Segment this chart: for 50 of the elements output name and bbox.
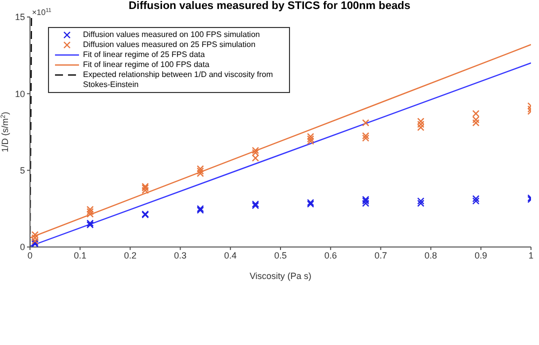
point [362, 132, 370, 140]
x-tick-label: 0.5 [274, 250, 287, 260]
y-tick-label: 15 [14, 12, 25, 22]
point [472, 116, 480, 124]
x-tick-label: 1 [528, 250, 534, 260]
point [417, 197, 424, 205]
y-tick-label: 10 [14, 88, 25, 99]
legend-label: Diffusion values measured on 25 FPS simulation [83, 40, 256, 50]
point [31, 234, 39, 242]
point [31, 231, 39, 238]
x-tick-label: 0.7 [374, 250, 387, 260]
point [362, 134, 370, 142]
point [472, 195, 480, 202]
x-tick-label: 0.9 [474, 250, 488, 260]
y-tick-label: 5 [20, 166, 25, 176]
point [142, 186, 149, 194]
point [472, 119, 480, 126]
legend-label: Expected relationship between 1/D and viscosity from Stokes-Einstein [83, 70, 274, 90]
point [252, 202, 260, 210]
point [472, 110, 480, 118]
point [252, 146, 260, 154]
x-tick-label: 0.8 [424, 250, 438, 260]
point [417, 200, 424, 207]
legend-label: Fit of linear regime of 100 FPS data [83, 60, 210, 70]
x-tick-label: 0 [27, 250, 33, 260]
point [86, 208, 94, 216]
legend-label: Diffusion values measured on 100 FPS simulation [83, 30, 260, 40]
point [306, 135, 314, 142]
point [196, 165, 204, 172]
x-tick-label: 0.6 [324, 250, 337, 260]
chart-title: Diffusion values measured by STICS for 100nm beads [128, 0, 410, 12]
x-axis-title: Viscosity (Pa s) [250, 271, 312, 281]
legend-label: Fit of linear regime of 25 FPS data [83, 50, 205, 60]
point [252, 200, 260, 208]
point [362, 200, 370, 207]
point [196, 168, 204, 175]
x-tick-label: 0.1 [74, 250, 86, 260]
point [362, 119, 370, 126]
x-tick-label: 0.3 [174, 250, 187, 260]
annotation: ×10$^{11}$ [32, 8, 52, 17]
x-tick-label: 0.2 [124, 250, 136, 260]
point [417, 120, 424, 128]
x-tick-label: 0.4 [224, 250, 237, 260]
point [417, 118, 424, 125]
point [417, 124, 424, 131]
point [252, 149, 260, 156]
point [252, 154, 260, 162]
point [306, 138, 314, 145]
y-tick-label: 0 [20, 242, 25, 252]
point [472, 197, 480, 205]
